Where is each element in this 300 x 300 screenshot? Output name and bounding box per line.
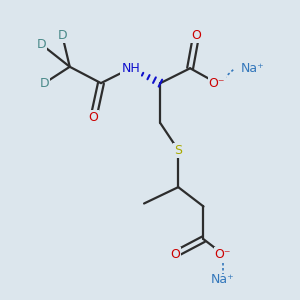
- Text: Na⁺: Na⁺: [241, 62, 264, 75]
- Text: NH: NH: [121, 62, 140, 75]
- Text: O⁻: O⁻: [208, 76, 225, 90]
- Text: D: D: [37, 38, 46, 51]
- Text: O: O: [88, 111, 98, 124]
- Text: Na⁺: Na⁺: [211, 273, 235, 286]
- Text: D: D: [40, 76, 49, 90]
- Text: S: S: [174, 143, 182, 157]
- Text: D: D: [58, 29, 67, 42]
- Text: O⁻: O⁻: [214, 248, 231, 260]
- Text: O: O: [170, 248, 180, 260]
- Text: O: O: [191, 29, 201, 42]
